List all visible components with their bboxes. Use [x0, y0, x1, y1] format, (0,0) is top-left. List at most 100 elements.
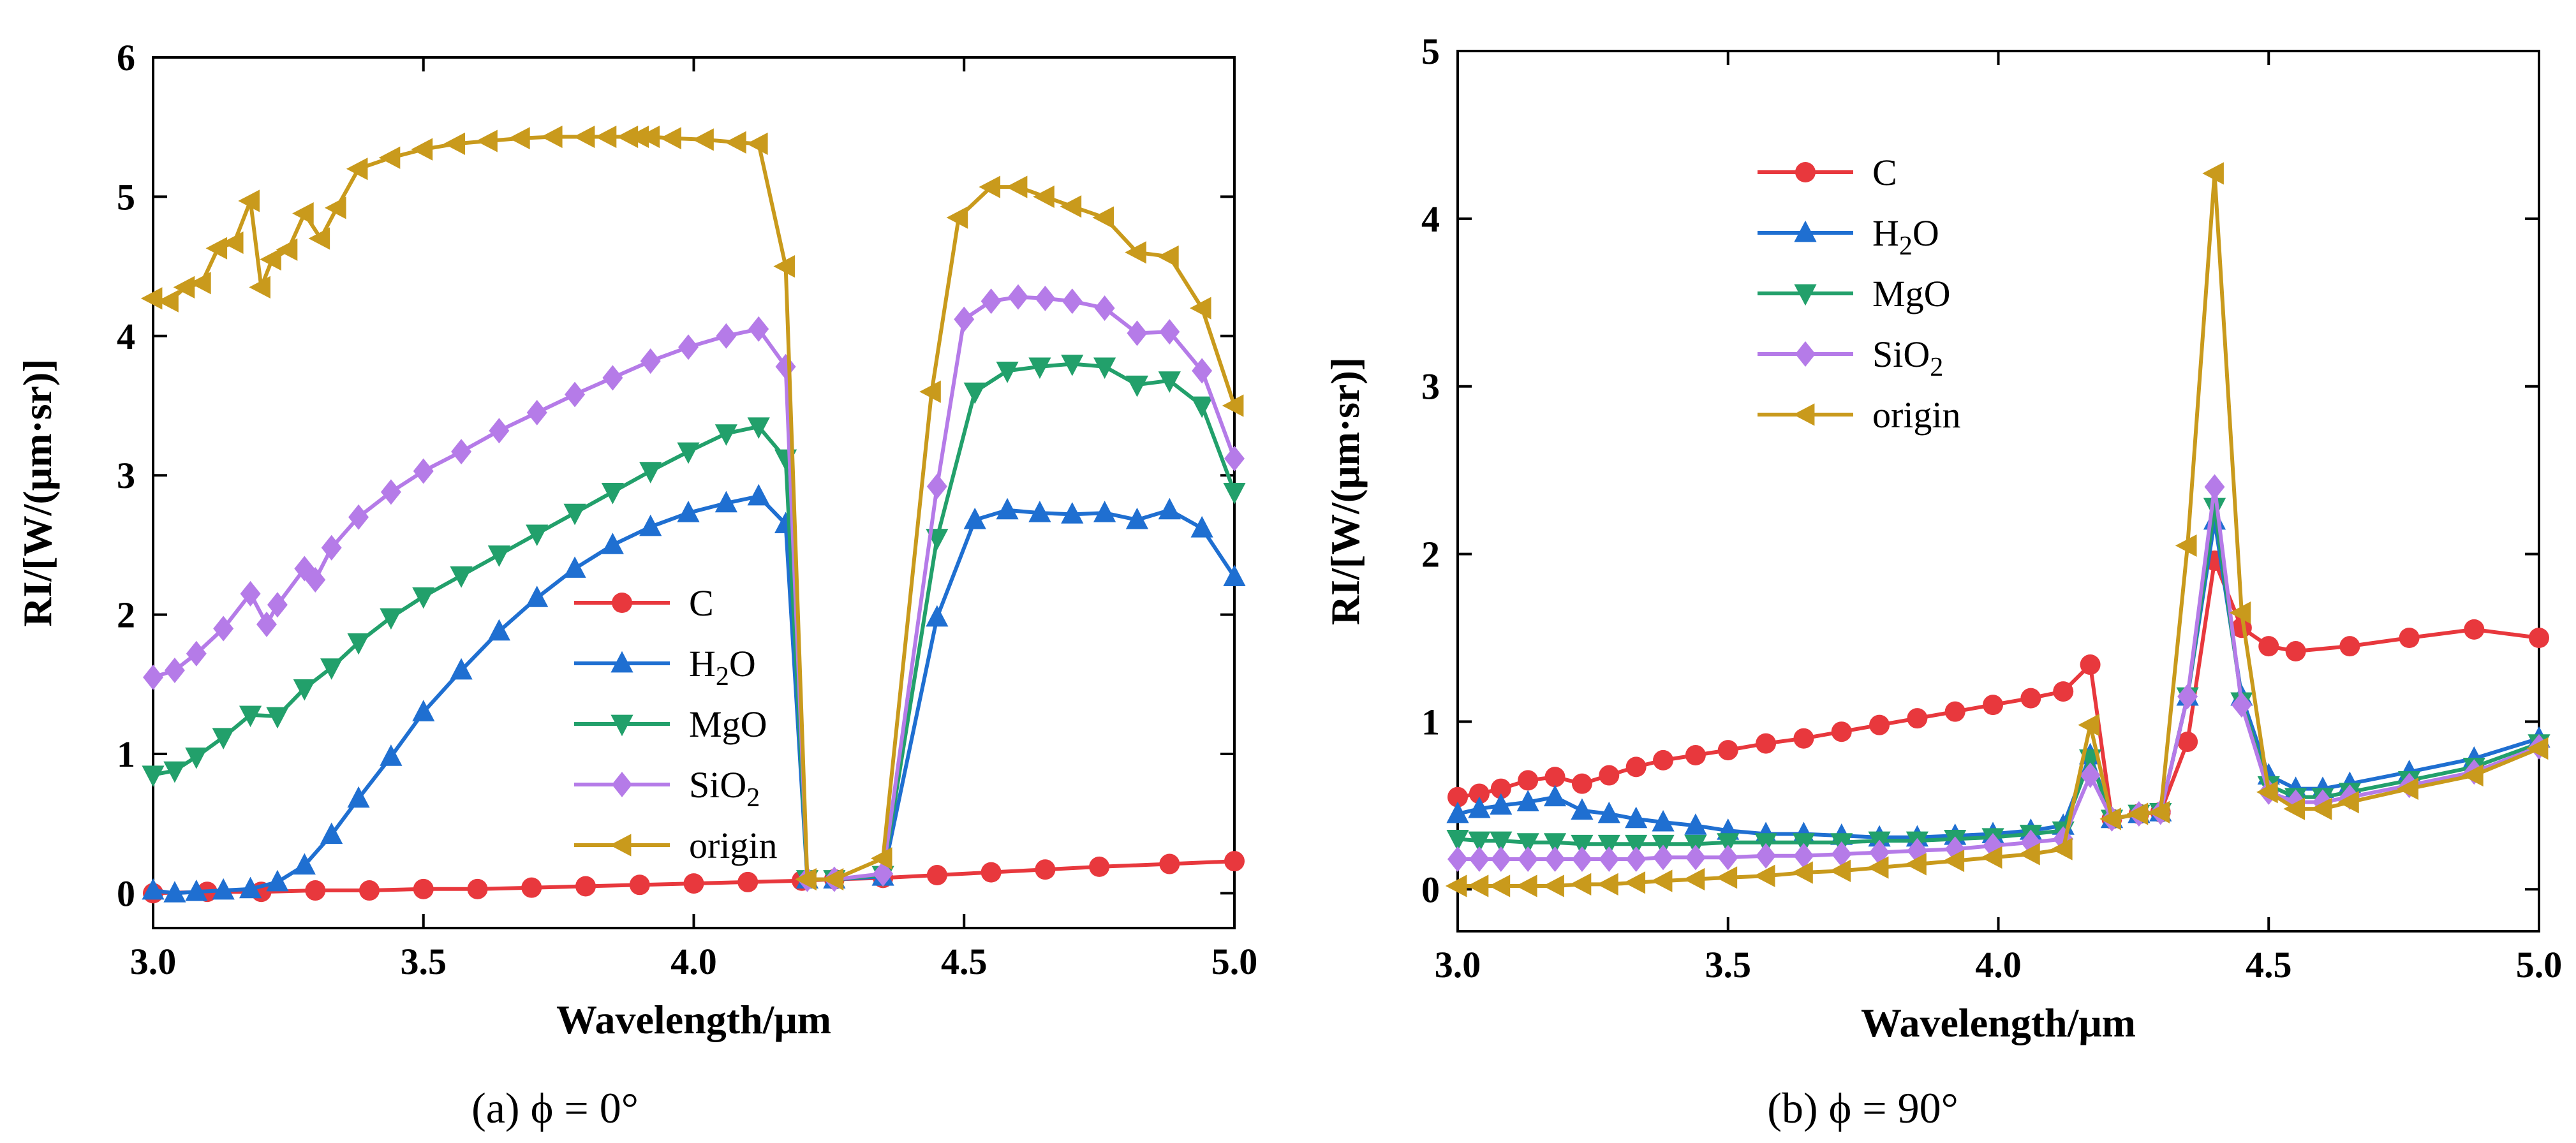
data-point	[677, 500, 700, 522]
data-point	[1597, 834, 1620, 857]
legend-label: origin	[1872, 394, 1961, 436]
data-point	[238, 189, 260, 212]
series-c	[1447, 550, 2549, 829]
data-point	[293, 853, 316, 875]
data-point	[1028, 357, 1051, 380]
series-line	[152, 494, 1236, 896]
data-point	[1793, 728, 1814, 749]
data-point	[1943, 850, 1965, 873]
data-point	[1685, 745, 1706, 765]
data-point	[1625, 846, 1647, 872]
data-point	[963, 382, 986, 404]
data-point	[256, 611, 277, 637]
data-point	[380, 608, 403, 630]
data-point	[157, 290, 179, 313]
data-point	[1794, 220, 1817, 242]
data-point	[378, 146, 401, 169]
data-point	[1035, 285, 1056, 311]
data-point	[1867, 856, 1889, 879]
legend-item: MgO	[1758, 273, 1950, 314]
data-point	[205, 237, 228, 260]
data-point	[526, 586, 549, 607]
data-point	[1008, 284, 1028, 310]
data-point	[2229, 601, 2251, 624]
data-point	[1223, 483, 1246, 505]
x-tick-label: 5.0	[1211, 941, 1258, 982]
data-point	[737, 871, 759, 892]
data-point	[748, 316, 769, 342]
data-point	[173, 276, 195, 299]
data-point	[451, 439, 472, 465]
data-point	[627, 125, 649, 149]
data-point	[1467, 874, 1489, 897]
x-tick-label: 3.5	[1705, 944, 1752, 985]
data-point	[1005, 175, 1028, 198]
data-point	[946, 206, 968, 229]
data-point	[1516, 790, 1539, 811]
series-mgo	[1446, 498, 2550, 857]
x-axis-title: Wavelength/μm	[1861, 1000, 2136, 1045]
data-point	[359, 880, 380, 901]
series-line	[1458, 485, 2540, 861]
data-point	[714, 490, 737, 513]
data-point	[320, 822, 343, 844]
data-point	[795, 867, 817, 891]
y-axis-title: RI/[W/(μm·sr)]	[15, 358, 60, 626]
legend-label: MgO	[1872, 273, 1950, 314]
data-point	[142, 878, 165, 900]
data-point	[638, 125, 660, 149]
data-point	[611, 714, 633, 737]
data-point	[926, 473, 947, 499]
data-point	[1447, 786, 1468, 807]
legend-label: SiO2	[1872, 334, 1943, 382]
y-tick-label: 2	[1421, 534, 1440, 575]
legend-item: H2O	[1758, 212, 1939, 261]
y-tick-label: 3	[117, 455, 135, 496]
data-point	[526, 524, 549, 547]
legend-label: C	[689, 582, 714, 624]
data-point	[450, 658, 473, 680]
x-tick-label: 3.0	[130, 941, 177, 982]
data-point	[540, 125, 563, 149]
data-point	[213, 616, 234, 642]
data-point	[239, 876, 262, 899]
data-point	[725, 131, 746, 154]
x-tick-label: 4.5	[941, 941, 988, 982]
data-point	[1795, 341, 1816, 367]
data-point	[487, 545, 510, 567]
data-point	[660, 127, 681, 150]
data-point	[1543, 833, 1567, 855]
data-point	[2285, 641, 2306, 662]
data-point	[1224, 851, 1245, 872]
data-point	[164, 657, 185, 683]
data-point	[1446, 830, 1469, 852]
data-point	[1060, 195, 1082, 218]
data-point	[521, 877, 542, 898]
legend-label: H2O	[689, 643, 756, 691]
data-point	[1652, 809, 1675, 832]
data-point	[163, 761, 186, 783]
data-point	[1685, 844, 1706, 871]
data-point	[1125, 507, 1149, 529]
data-point	[601, 483, 624, 505]
data-point	[746, 132, 768, 156]
data-point	[1599, 765, 1620, 786]
data-point	[996, 498, 1019, 520]
data-point	[1717, 833, 1740, 855]
data-point	[2202, 162, 2224, 185]
y-tick-label: 0	[1421, 869, 1440, 910]
data-point	[602, 365, 623, 391]
data-point	[143, 664, 163, 690]
data-point	[996, 362, 1019, 383]
y-tick-label: 5	[1421, 31, 1440, 72]
data-point	[2231, 692, 2252, 718]
data-point	[1571, 834, 1594, 857]
data-point	[1035, 859, 1056, 880]
series-line	[1457, 519, 2540, 839]
data-point	[2053, 681, 2074, 702]
data-point	[2526, 737, 2549, 760]
data-point	[412, 700, 435, 721]
data-point	[981, 288, 1002, 314]
data-point	[1490, 846, 1511, 872]
data-point	[185, 880, 208, 901]
